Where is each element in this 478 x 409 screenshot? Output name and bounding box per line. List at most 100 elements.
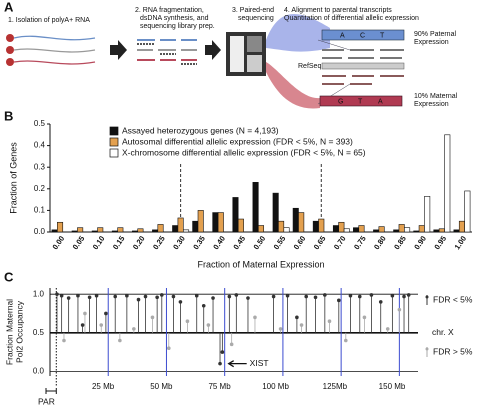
x-tick-label: 0.15 bbox=[111, 234, 127, 251]
point bbox=[155, 295, 159, 300]
point bbox=[234, 293, 239, 297]
x-tick-label: 0.40 bbox=[211, 234, 227, 251]
bar bbox=[398, 224, 405, 233]
panel-label: C bbox=[4, 269, 14, 284]
point bbox=[343, 338, 348, 343]
point bbox=[125, 293, 129, 298]
point bbox=[94, 293, 99, 298]
point bbox=[397, 307, 402, 312]
legend-point bbox=[425, 295, 429, 299]
point bbox=[55, 292, 59, 296]
bar bbox=[272, 192, 279, 233]
point bbox=[59, 293, 64, 298]
bar bbox=[252, 182, 259, 233]
point bbox=[166, 346, 171, 351]
x-tick-label: 0.60 bbox=[292, 234, 308, 251]
bar bbox=[378, 226, 385, 233]
x-tick-label: 1.00 bbox=[452, 234, 468, 251]
x-axis-title: Fraction of Maternal Expression bbox=[197, 259, 324, 269]
step-text: 4. Alignment to parental transcripts bbox=[284, 7, 392, 14]
x-tick-label: 0.85 bbox=[392, 234, 408, 251]
bar bbox=[292, 207, 299, 233]
point bbox=[150, 315, 155, 320]
legend-label: FDR < 5% bbox=[433, 294, 473, 304]
sequencer bbox=[226, 32, 266, 76]
point bbox=[385, 327, 390, 331]
x-tick-label: 0.50 bbox=[252, 234, 268, 251]
x-tick-label: 0.25 bbox=[151, 234, 167, 251]
point bbox=[285, 293, 290, 298]
y-tick-label: 0.4 bbox=[34, 141, 46, 150]
legend-label: X-chromosome differential allelic expres… bbox=[122, 147, 366, 157]
point bbox=[362, 315, 367, 320]
x-tick-label: 0.90 bbox=[412, 234, 428, 251]
bar bbox=[424, 196, 431, 233]
step-text: 2. RNA fragmentation, bbox=[135, 7, 204, 14]
paternal-flow bbox=[266, 14, 330, 52]
bar bbox=[217, 212, 224, 233]
x-tick-label: 0.65 bbox=[312, 234, 328, 251]
point bbox=[337, 298, 341, 303]
x-tick-label: 0.75 bbox=[352, 234, 368, 251]
bar bbox=[77, 227, 84, 233]
point bbox=[313, 295, 318, 300]
y-tick-label: 0.2 bbox=[34, 184, 46, 193]
point bbox=[390, 293, 395, 298]
point bbox=[295, 315, 299, 320]
y-tick-label: 0.0 bbox=[34, 227, 46, 236]
y-axis-title: Pol2 Occupancy bbox=[14, 300, 24, 363]
point bbox=[278, 327, 283, 331]
reads bbox=[317, 39, 405, 105]
bar bbox=[183, 229, 190, 233]
track-label: chr. X bbox=[432, 327, 454, 337]
fragments bbox=[137, 39, 197, 65]
x-tick-label: 0.10 bbox=[91, 234, 107, 251]
panel-label: A bbox=[4, 0, 14, 14]
point bbox=[304, 294, 309, 299]
x-tick-label: 0.95 bbox=[432, 234, 448, 251]
maternal-flow bbox=[266, 62, 320, 109]
bar bbox=[111, 230, 118, 233]
x-tick-label: 100 Mb bbox=[262, 382, 289, 391]
y-axis-title: Fraction of Genes bbox=[8, 142, 18, 214]
x-tick-label: 150 Mb bbox=[379, 382, 406, 391]
point bbox=[118, 338, 122, 343]
legend-label: FDR > 5% bbox=[433, 346, 473, 356]
bar bbox=[117, 227, 124, 233]
refseq-label: RefSeq bbox=[298, 63, 321, 70]
arrow bbox=[110, 40, 127, 60]
par-bracket bbox=[45, 388, 57, 394]
legend-swatch bbox=[109, 126, 119, 136]
bar bbox=[444, 134, 451, 233]
y-tick-label: 0.0 bbox=[33, 366, 45, 375]
bar bbox=[393, 229, 400, 233]
base: T bbox=[380, 32, 385, 39]
point bbox=[62, 338, 66, 343]
y-tick-label: 1.0 bbox=[33, 289, 45, 298]
bar bbox=[192, 220, 199, 233]
point bbox=[87, 295, 92, 300]
bar bbox=[237, 218, 244, 233]
base: C bbox=[360, 32, 365, 39]
paternal-label: 90% Paternal bbox=[414, 31, 456, 38]
point bbox=[246, 296, 250, 300]
base: G bbox=[338, 98, 343, 105]
base: T bbox=[358, 98, 363, 105]
bar bbox=[172, 225, 179, 233]
point bbox=[327, 319, 332, 323]
bar bbox=[318, 218, 325, 233]
bar bbox=[257, 225, 265, 233]
legend-label: Assayed heterozygous genes (N = 4,193) bbox=[122, 125, 279, 135]
point bbox=[357, 294, 362, 299]
step-text: sequencing bbox=[238, 15, 274, 22]
bar bbox=[71, 230, 78, 233]
point bbox=[113, 294, 118, 299]
point bbox=[76, 293, 80, 298]
bar bbox=[338, 221, 345, 233]
step-text: dsDNA synthesis, and bbox=[140, 15, 209, 22]
bar bbox=[458, 220, 465, 233]
point bbox=[132, 327, 136, 331]
bar bbox=[57, 221, 64, 233]
point bbox=[201, 303, 206, 308]
paternal-label: Expression bbox=[414, 39, 449, 46]
